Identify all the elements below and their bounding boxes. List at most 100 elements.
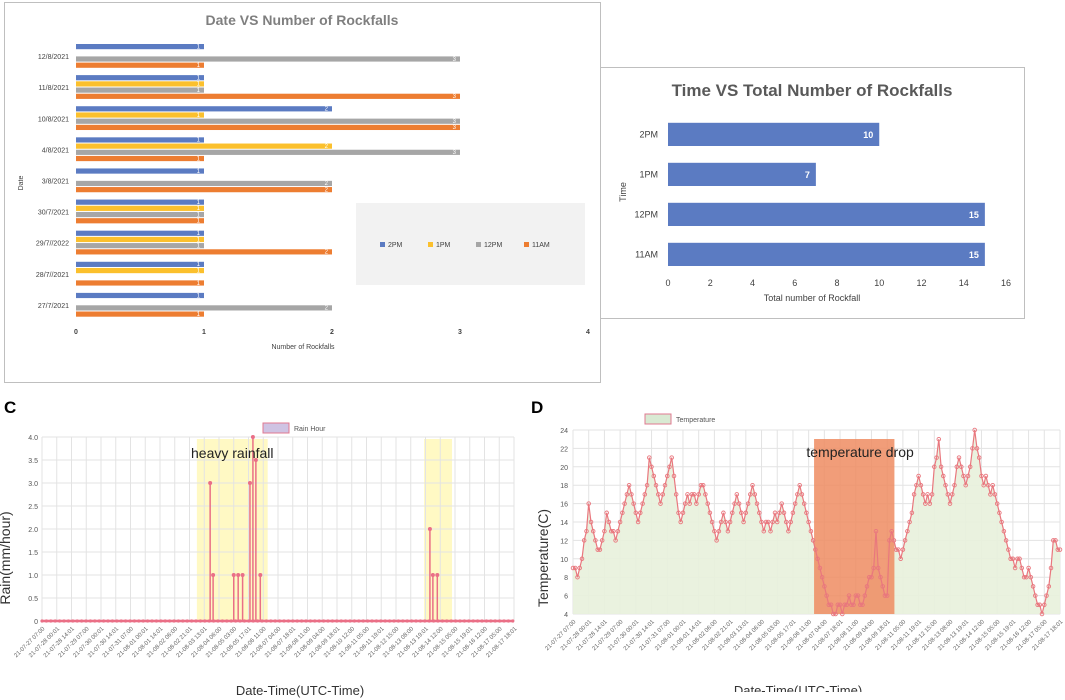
chart-c-point [286,619,290,623]
chart-c-point [396,619,400,623]
chart-a-bar-value: 3 [453,119,457,125]
chart-d-point [1033,593,1038,598]
chart-d-point [1028,574,1034,580]
chart-c-xlabel: Date-Time(UTC-Time) [236,683,364,698]
chart-c-point [176,619,180,623]
chart-d-point [905,528,910,534]
chart-d-point [1006,547,1011,552]
chart-c-point [401,619,405,623]
chart-d-point [947,501,953,506]
chart-a-bar-value: 1 [197,76,201,82]
chart-d-point [757,510,762,516]
chart-c-point [269,619,273,623]
chart-d-point [902,538,908,543]
chart-d-point [682,501,688,506]
chart-d-point [896,547,901,552]
chart-d-point [680,510,686,516]
chart-d-point [858,602,863,608]
chart-c-point [313,619,317,623]
chart-c-point [150,619,154,623]
chart-c-point [445,619,449,623]
chart-d-point [581,538,587,543]
chart-a-xlabel: Number of Rockfalls [271,344,335,351]
chart-d-point [570,565,576,571]
chart-c-legend-label: Rain Hour [294,426,326,433]
chart-a-category-label: 12/8/2021 [38,54,69,61]
chart-d-point [642,492,648,497]
chart-d-ytick: 8 [564,575,568,582]
chart-d-point [651,473,657,479]
chart-d-point [907,519,912,525]
chart-c-point [58,619,62,623]
chart-d-point [797,482,802,488]
chart-c-ytick: 1.0 [28,573,38,580]
chart-c-point [154,619,158,623]
chart-c-ytick: 3.5 [28,458,38,465]
chart-c-spike-point [240,573,245,577]
chart-a-bar-value: 1 [197,206,201,212]
chart-c-spike-point [258,573,263,577]
chart-d-point [741,519,746,525]
chart-b-bar-value: 10 [863,130,873,140]
chart-d-point [950,492,955,497]
chart-c-point [273,619,277,623]
chart-d-point [871,565,876,571]
chart-d-point [1042,602,1047,608]
chart-b-category-label: 12PM [634,209,658,219]
chart-d-point [640,501,645,506]
chart-b-bar [668,242,985,266]
chart-c-point [88,619,92,623]
chart-d-point [658,501,663,506]
chart-c-spike-point [236,573,241,577]
chart-d-point [893,547,899,552]
chart-a-bar-1pm [76,143,332,149]
chart-d-point [772,510,778,516]
chart-d-point [1019,565,1025,571]
chart-c-point [462,619,466,623]
chart-c-point [110,619,114,623]
chart-d-point [810,538,816,543]
chart-d-point [633,510,639,516]
chart-d-area [573,430,1060,614]
chart-d-ytick: 18 [560,483,568,490]
chart-c-point [493,619,497,623]
chart-d-point [1010,556,1016,562]
chart-d-point [936,436,942,442]
chart-d-point [945,492,951,497]
chart-d-point [714,538,719,543]
chart-c-point [203,619,207,623]
chart-c-point [454,619,458,623]
chart-d-point [620,510,625,516]
chart-c-point [414,619,418,623]
chart-c-spike-point [247,481,252,485]
chart-c-point [458,619,462,623]
chart-c-ytick: 2.0 [28,527,38,534]
chart-d-point [763,519,769,525]
chart-d-point [743,510,749,516]
chart-d-point [656,492,661,497]
chart-b-bar [668,202,985,226]
chart-d-point [777,510,782,516]
chart-d: Temperature(C) Date-Time(UTC-Time) Tempe… [535,413,1065,692]
chart-d-point [689,492,695,497]
chart-d-point [920,492,926,497]
chart-d-point [817,565,823,571]
panel-label-c: C [4,398,17,417]
chart-c-point [388,619,392,623]
chart-d-point [932,464,937,470]
chart-c-point [498,619,502,623]
chart-d-point [588,519,594,525]
chart-c-point [124,619,128,623]
chart-a-bar-12pm [76,211,204,218]
chart-b-bar [668,162,816,186]
chart-d-point [837,602,843,608]
chart-d-point [938,464,944,470]
chart-d-point [732,501,737,506]
chart-d-point [887,538,892,543]
chart-a-category-label: 4/8/2021 [42,147,69,154]
chart-c-point [220,619,224,623]
chart-d-point [617,519,623,525]
chart-c-point [190,619,194,623]
chart-c-point [256,619,260,623]
chart-d-point [662,482,668,488]
